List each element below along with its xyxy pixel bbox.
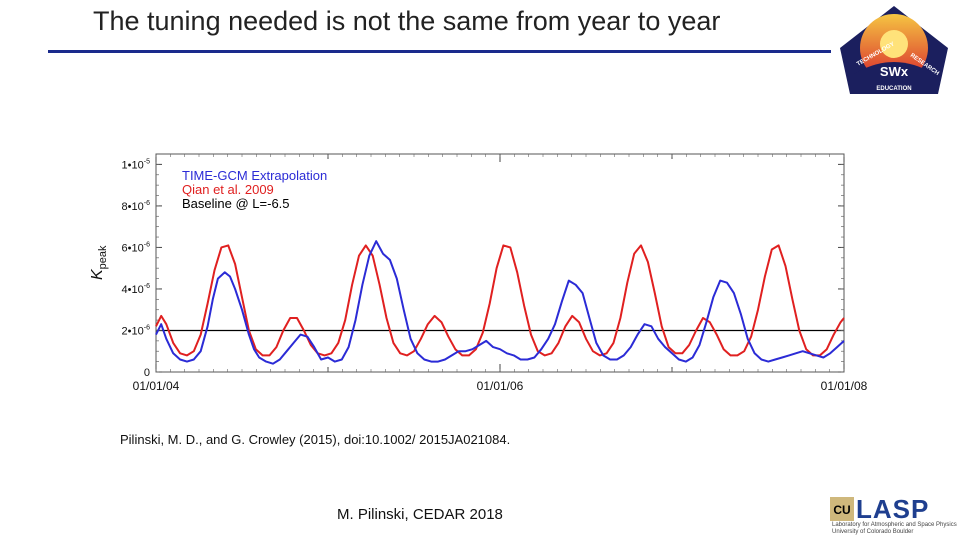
legend-entry: Qian et al. 2009 [182, 182, 274, 197]
badge-sun-core [880, 30, 908, 58]
y-tick-label: 6•10-6 [122, 241, 151, 254]
cu-logo: CU [830, 497, 854, 521]
swx-badge-logo: SWx TECHNOLOGY RESEARCH EDUCATION [840, 6, 948, 94]
cu-logo-bg [830, 497, 854, 521]
badge-word-education: EDUCATION [876, 86, 911, 92]
legend-entry: Baseline @ L=-6.5 [182, 196, 290, 211]
lasp-logo-text: LASP [856, 494, 930, 524]
slide-title: The tuning needed is not the same from y… [93, 6, 721, 36]
x-tick-label: 01/01/04 [133, 379, 180, 393]
y-tick-label: 1•10-5 [122, 158, 151, 171]
y-tick-exponent: -6 [144, 324, 150, 331]
y-tick-exponent: -5 [144, 158, 150, 165]
badge-center-text: SWx [880, 64, 909, 79]
y-axis-label-subscript: peak [97, 245, 109, 269]
legend-entry: TIME-GCM Extrapolation [182, 168, 327, 183]
x-tick-label: 01/01/08 [821, 379, 868, 393]
series-line [155, 244, 845, 357]
y-tick-exponent: -6 [144, 200, 150, 207]
series-line [155, 240, 845, 365]
kpeak-line-chart: 0 2•10-6 4•10-6 6•10-6 8•10-6 1•10-5 01/01/04 0… [89, 153, 868, 393]
y-tick-exponent: -6 [144, 241, 150, 248]
title-divider [48, 50, 831, 53]
y-tick-exponent: -6 [144, 283, 150, 290]
y-tick-label: 8•10-6 [122, 200, 151, 213]
cu-logo-text: CU [833, 503, 850, 517]
lasp-logo-subtitle: Laboratory for Atmospheric and Space Phy… [832, 522, 957, 535]
x-tick-label: 01/01/06 [477, 379, 524, 393]
y-tick-label: 4•10-6 [122, 283, 151, 296]
y-tick-label: 2•10-6 [122, 324, 151, 337]
y-axis-label: Kpeak [89, 245, 109, 280]
badge-earth-arc [854, 62, 934, 94]
citation-text: Pilinski, M. D., and G. Crowley (2015), … [120, 432, 511, 447]
footer-text: M. Pilinski, CEDAR 2018 [337, 506, 503, 523]
y-tick-label: 0 [144, 367, 150, 379]
